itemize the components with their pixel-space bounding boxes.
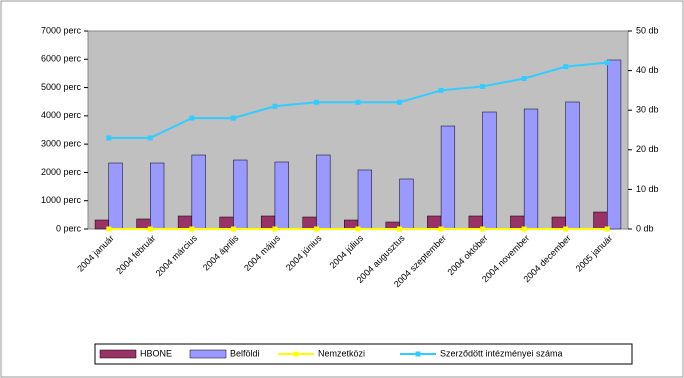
point [313,226,319,232]
bar [274,161,289,230]
bar [357,169,372,230]
y-tick-label: 3000 perc [41,139,82,149]
y2-tick-label: 40 db [636,65,659,75]
y2-tick-label: 30 db [636,105,659,115]
y2-tick-label: 10 db [636,184,659,194]
point [604,226,610,232]
bar [233,159,248,230]
y-tick-label: 2000 perc [41,167,82,177]
legend-label: HBONE [140,348,172,358]
bar [482,111,497,230]
legend-label: Belföldi [230,348,260,358]
point [480,83,486,89]
legend-swatch [293,351,299,357]
point [106,226,112,232]
point [521,226,527,232]
point [106,135,112,141]
y-tick-label: 1000 perc [41,195,82,205]
bar [440,125,456,230]
point [521,76,527,82]
bar [108,162,123,230]
point [272,103,278,109]
point [563,226,569,232]
point [230,115,236,121]
bar [399,178,414,230]
point [147,226,153,232]
point [189,115,195,121]
bar [523,108,539,230]
bar [606,59,622,230]
y2-tick-label: 50 db [636,25,659,35]
point [438,226,444,232]
point [355,99,361,105]
y-tick-label: 6000 perc [41,54,82,64]
point [397,99,403,105]
bar [565,101,580,230]
point [604,60,610,66]
y-tick-label: 4000 perc [41,110,82,120]
bar [150,162,165,230]
point [438,87,444,93]
point [272,226,278,232]
legend-swatch [415,351,421,357]
y-tick-label: 0 perc [56,223,82,233]
point [563,64,569,70]
legend-label: Szerződött intézményei száma [440,348,563,358]
point [189,226,195,232]
point [480,226,486,232]
y-tick-label: 5000 perc [41,82,82,92]
legend-swatch [99,349,137,359]
point [313,99,319,105]
y2-tick-label: 0 db [636,223,654,233]
bar [191,154,206,230]
point [230,226,236,232]
bar [593,211,608,230]
point [355,226,361,232]
bar [316,154,331,230]
legend-swatch [189,349,227,359]
point [147,135,153,141]
point [397,226,403,232]
y-tick-label: 7000 perc [41,25,82,35]
legend-label: Nemzetközi [318,348,365,358]
legend [94,343,633,365]
y2-tick-label: 20 db [636,144,659,154]
